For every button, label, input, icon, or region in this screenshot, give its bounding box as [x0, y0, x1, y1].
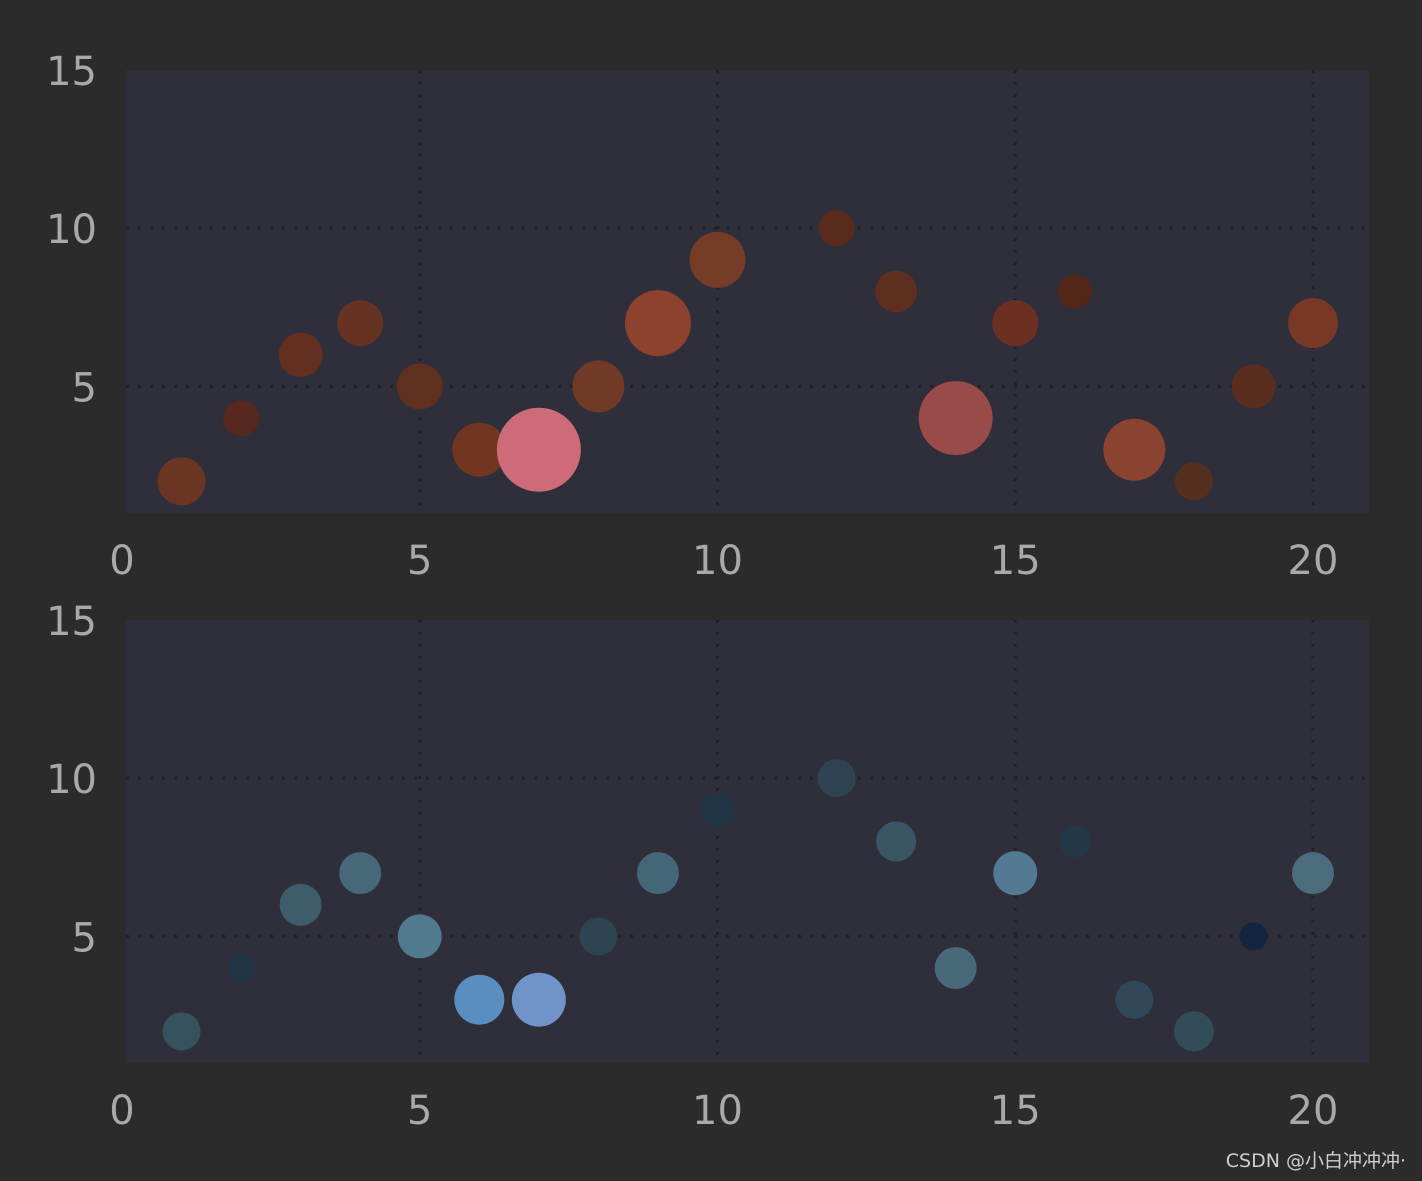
- scatter-point: [337, 300, 384, 347]
- scatter-point: [817, 759, 856, 798]
- grid-lines: [126, 70, 1369, 513]
- scatter-point: [1231, 364, 1276, 409]
- x-tick-label: 20: [1288, 538, 1339, 584]
- scatter-point: [1173, 1011, 1214, 1052]
- scatter-point: [918, 381, 993, 456]
- scatter-point: [452, 422, 507, 477]
- y-tick-label: 15: [46, 49, 97, 95]
- y-tick-label: 5: [72, 365, 97, 411]
- scatter-point: [689, 231, 746, 288]
- scatter-point: [1058, 825, 1091, 858]
- x-tick-label: 10: [692, 1088, 743, 1134]
- y-tick-label: 10: [46, 757, 97, 803]
- scatter-point: [1174, 462, 1213, 501]
- scatter-point: [1057, 274, 1092, 309]
- scatter-points: [157, 210, 1338, 506]
- scatter-point: [934, 947, 977, 990]
- scatter-point: [339, 852, 382, 895]
- scatter-point: [993, 851, 1038, 896]
- x-tick-label: 15: [990, 1088, 1041, 1134]
- plot-area: [126, 70, 1369, 513]
- x-tick-label: 15: [990, 538, 1041, 584]
- tick-labels: 0 5 10 15 20 5 10 15: [46, 49, 1338, 584]
- scatter-point: [1115, 980, 1154, 1019]
- scatter-point: [636, 852, 679, 895]
- scatter-point: [572, 360, 625, 413]
- scatter-point: [511, 972, 566, 1027]
- scatter-point: [579, 917, 618, 956]
- scatter-point: [1239, 922, 1268, 951]
- scatter-point: [227, 954, 256, 983]
- x-tick-label: 20: [1288, 1088, 1339, 1134]
- scatter-point: [624, 290, 691, 357]
- grid-lines: [126, 620, 1369, 1063]
- bottom-scatter-plot: 0 5 10 15 20 5 10 15: [46, 599, 1369, 1134]
- tick-labels: 0 5 10 15 20 5 10 15: [46, 599, 1338, 1134]
- scatter-point: [876, 821, 917, 862]
- scatter-point: [279, 883, 322, 926]
- watermark: CSDN @小白冲冲冲·: [1225, 1150, 1406, 1172]
- scatter-point: [223, 400, 260, 437]
- scatter-point: [992, 300, 1039, 347]
- top-scatter-plot: 0 5 10 15 20 5 10 15: [46, 49, 1369, 584]
- x-tick-label: 5: [407, 1088, 432, 1134]
- scatter-point: [1103, 418, 1166, 481]
- scatter-point: [157, 457, 206, 506]
- x-tick-label: 0: [109, 538, 134, 584]
- scatter-point: [397, 914, 442, 959]
- x-tick-label: 0: [109, 1088, 134, 1134]
- scatter-point: [1288, 298, 1338, 349]
- x-tick-label: 5: [407, 538, 432, 584]
- scatter-points: [162, 759, 1334, 1052]
- scatter-point: [1292, 852, 1334, 895]
- scatter-point: [875, 270, 918, 313]
- scatter-point: [396, 363, 443, 410]
- scatter-point: [162, 1012, 201, 1051]
- plot-area: [126, 620, 1369, 1063]
- scatter-point: [454, 974, 505, 1025]
- scatter-point: [496, 407, 581, 492]
- y-tick-label: 15: [46, 599, 97, 645]
- y-tick-label: 10: [46, 207, 97, 253]
- scatter-point: [278, 332, 323, 377]
- y-tick-label: 5: [72, 915, 97, 961]
- x-tick-label: 10: [692, 538, 743, 584]
- scatter-point: [700, 792, 735, 827]
- scatter-point: [818, 210, 855, 247]
